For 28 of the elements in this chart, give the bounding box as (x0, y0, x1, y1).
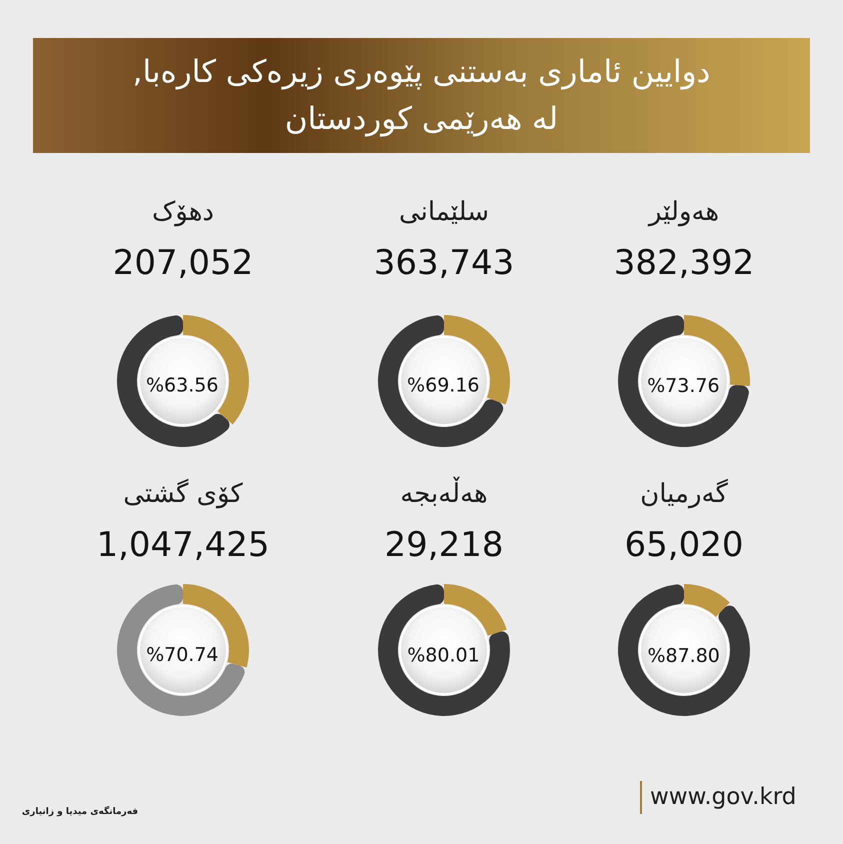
chart-title: کۆی گشتی (123, 478, 244, 509)
chart-subtitle: 363,743 (374, 243, 514, 283)
data-label: %63.56 (146, 374, 218, 396)
chart-title: هەڵەبجە (400, 476, 488, 509)
data-label: %73.76 (647, 375, 720, 398)
chart-title: دهۆک (152, 197, 214, 227)
chart-subtitle: 29,218 (384, 525, 504, 565)
donut-slice (618, 584, 750, 716)
chart-title: هەولێر (646, 197, 720, 227)
chart-title: سلێمانی (398, 197, 490, 227)
data-label: %69.16 (407, 374, 480, 397)
chart-subtitle: 1,047,425 (96, 525, 270, 565)
donut-slice (117, 584, 245, 716)
data-label: %80.01 (407, 644, 480, 666)
donut-slice (684, 584, 730, 617)
chart-subtitle: 382,392 (614, 243, 754, 283)
data-label: %70.74 (146, 644, 219, 666)
chart-subtitle: 65,020 (624, 525, 744, 565)
data-label: %87.80 (647, 644, 720, 667)
donut-slice (378, 315, 504, 447)
text: دوایین ئاماری بەستنی پێوەری زیرەکی کارەبا, لە هەرێمی کوردستان (132, 53, 712, 139)
donut-slice (618, 315, 749, 447)
donut-slice (378, 584, 510, 716)
chart-title: گەرمیان (640, 478, 728, 509)
chart-subtitle: 207,052 (112, 243, 254, 283)
donut-slice (444, 584, 507, 636)
text: www.gov.krd (650, 784, 796, 810)
text: فەرمانگەی میدیا و زانیاری (22, 805, 138, 817)
